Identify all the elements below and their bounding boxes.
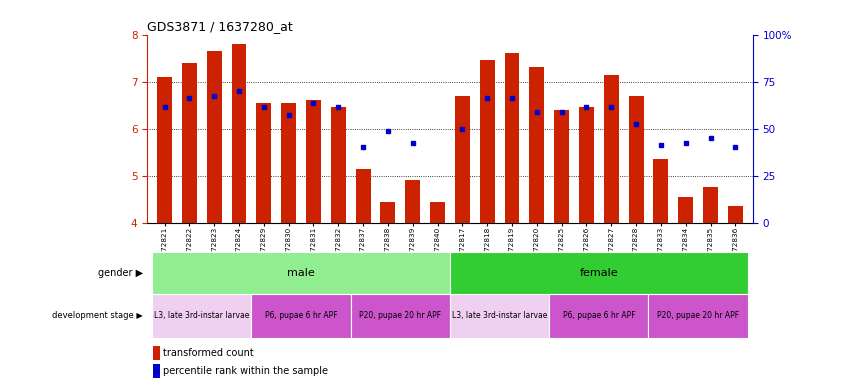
Bar [257, 103, 272, 223]
Bar [306, 101, 321, 223]
Bar [678, 197, 693, 223]
Bar [450, 294, 549, 338]
Text: development stage ▶: development stage ▶ [52, 311, 143, 320]
Bar [648, 294, 748, 338]
Text: P6, pupae 6 hr APF: P6, pupae 6 hr APF [563, 311, 635, 320]
Bar [450, 252, 748, 294]
Text: gender ▶: gender ▶ [98, 268, 143, 278]
Bar [529, 68, 544, 223]
Bar [549, 294, 648, 338]
Text: L3, late 3rd-instar larvae: L3, late 3rd-instar larvae [452, 311, 547, 320]
Bar [430, 202, 445, 223]
Bar [152, 252, 450, 294]
Text: P20, pupae 20 hr APF: P20, pupae 20 hr APF [657, 311, 739, 320]
Bar [479, 60, 495, 223]
Bar [153, 364, 161, 378]
Text: L3, late 3rd-instar larvae: L3, late 3rd-instar larvae [154, 311, 250, 320]
Text: transformed count: transformed count [163, 348, 254, 358]
Bar [703, 187, 718, 223]
Bar [351, 294, 450, 338]
Text: male: male [287, 268, 315, 278]
Text: female: female [579, 268, 618, 278]
Bar [505, 53, 520, 223]
Bar [628, 96, 643, 223]
Bar [251, 294, 351, 338]
Bar [653, 159, 669, 223]
Text: P20, pupae 20 hr APF: P20, pupae 20 hr APF [359, 311, 442, 320]
Text: P6, pupae 6 hr APF: P6, pupae 6 hr APF [265, 311, 337, 320]
Bar [152, 294, 251, 338]
Bar [727, 206, 743, 223]
Bar [604, 74, 619, 223]
Text: percentile rank within the sample: percentile rank within the sample [163, 366, 328, 376]
Bar [153, 346, 161, 360]
Bar [182, 63, 197, 223]
Bar [405, 180, 420, 223]
Bar [331, 108, 346, 223]
Bar [281, 103, 296, 223]
Bar [231, 44, 246, 223]
Bar [380, 202, 395, 223]
Text: GDS3871 / 1637280_at: GDS3871 / 1637280_at [147, 20, 293, 33]
Bar [157, 77, 172, 223]
Bar [579, 108, 594, 223]
Bar [207, 51, 222, 223]
Bar [554, 110, 569, 223]
Bar [356, 169, 371, 223]
Bar [455, 96, 470, 223]
